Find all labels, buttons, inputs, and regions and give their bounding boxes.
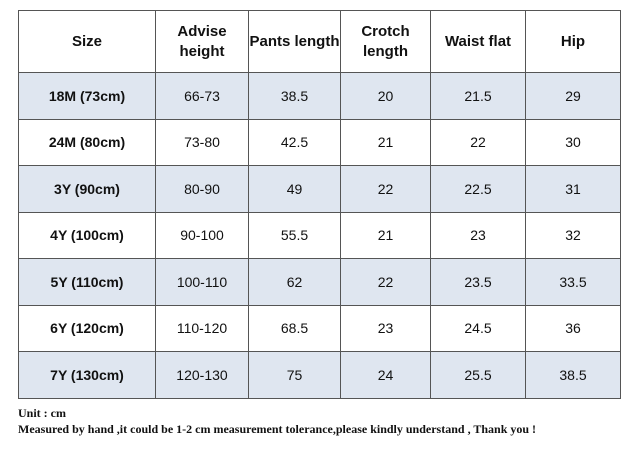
size-cell: 18M (73cm) bbox=[18, 72, 156, 120]
table-row: 4Y (100cm) 90-100 55.5 21 23 32 bbox=[18, 211, 621, 259]
size-table: Size Advise height Pants length Crotch leng… bbox=[18, 10, 621, 399]
header-cell: Pants length bbox=[248, 10, 341, 73]
value-cell: 22.5 bbox=[430, 165, 526, 213]
table-body: 18M (73cm) 66-73 38.5 20 21.5 29 24M (80cm) 73-… bbox=[18, 72, 621, 399]
size-cell: 4Y (100cm) bbox=[18, 211, 156, 259]
value-cell: 90-100 bbox=[155, 211, 249, 259]
table-row: 24M (80cm) 73-80 42.5 21 22 30 bbox=[18, 118, 621, 166]
value-cell: 31 bbox=[525, 165, 621, 213]
value-cell: 33.5 bbox=[525, 258, 621, 306]
header-cell: Advise height bbox=[155, 10, 249, 73]
value-cell: 23 bbox=[340, 304, 431, 352]
value-cell: 22 bbox=[340, 258, 431, 306]
header-cell: Waist flat bbox=[430, 10, 526, 73]
value-cell: 21 bbox=[340, 211, 431, 259]
notes: Unit : cm Measured by hand ,it could be 1… bbox=[18, 405, 536, 437]
header-cell: Crotch length bbox=[340, 10, 431, 73]
table-row: 18M (73cm) 66-73 38.5 20 21.5 29 bbox=[18, 72, 621, 120]
value-cell: 24 bbox=[340, 351, 431, 399]
header-row: Size Advise height Pants length Crotch leng… bbox=[18, 10, 621, 73]
value-cell: 120-130 bbox=[155, 351, 249, 399]
value-cell: 21.5 bbox=[430, 72, 526, 120]
value-cell: 68.5 bbox=[248, 304, 341, 352]
value-cell: 66-73 bbox=[155, 72, 249, 120]
value-cell: 38.5 bbox=[248, 72, 341, 120]
header-cell: Hip bbox=[525, 10, 621, 73]
value-cell: 32 bbox=[525, 211, 621, 259]
value-cell: 75 bbox=[248, 351, 341, 399]
table-row: 7Y (130cm) 120-130 75 24 25.5 38.5 bbox=[18, 351, 621, 399]
size-cell: 24M (80cm) bbox=[18, 118, 156, 166]
value-cell: 23 bbox=[430, 211, 526, 259]
value-cell: 21 bbox=[340, 118, 431, 166]
value-cell: 22 bbox=[340, 165, 431, 213]
value-cell: 49 bbox=[248, 165, 341, 213]
value-cell: 20 bbox=[340, 72, 431, 120]
value-cell: 22 bbox=[430, 118, 526, 166]
value-cell: 25.5 bbox=[430, 351, 526, 399]
size-cell: 5Y (110cm) bbox=[18, 258, 156, 306]
value-cell: 36 bbox=[525, 304, 621, 352]
value-cell: 38.5 bbox=[525, 351, 621, 399]
value-cell: 23.5 bbox=[430, 258, 526, 306]
size-cell: 3Y (90cm) bbox=[18, 165, 156, 213]
value-cell: 62 bbox=[248, 258, 341, 306]
value-cell: 100-110 bbox=[155, 258, 249, 306]
value-cell: 24.5 bbox=[430, 304, 526, 352]
size-cell: 7Y (130cm) bbox=[18, 351, 156, 399]
note-line: Measured by hand ,it could be 1-2 cm mea… bbox=[18, 422, 537, 436]
value-cell: 29 bbox=[525, 72, 621, 120]
size-cell: 6Y (120cm) bbox=[18, 304, 156, 352]
value-cell: 110-120 bbox=[155, 304, 249, 352]
value-cell: 80-90 bbox=[155, 165, 249, 213]
table-row: 5Y (110cm) 100-110 62 22 23.5 33.5 bbox=[18, 258, 621, 306]
table-row: 3Y (90cm) 80-90 49 22 22.5 31 bbox=[18, 165, 621, 213]
note-line: Unit : cm bbox=[18, 406, 66, 420]
table-row: 6Y (120cm) 110-120 68.5 23 24.5 36 bbox=[18, 304, 621, 352]
header-cell: Size bbox=[18, 10, 156, 73]
value-cell: 73-80 bbox=[155, 118, 249, 166]
value-cell: 42.5 bbox=[248, 118, 341, 166]
value-cell: 55.5 bbox=[248, 211, 341, 259]
value-cell: 30 bbox=[525, 118, 621, 166]
